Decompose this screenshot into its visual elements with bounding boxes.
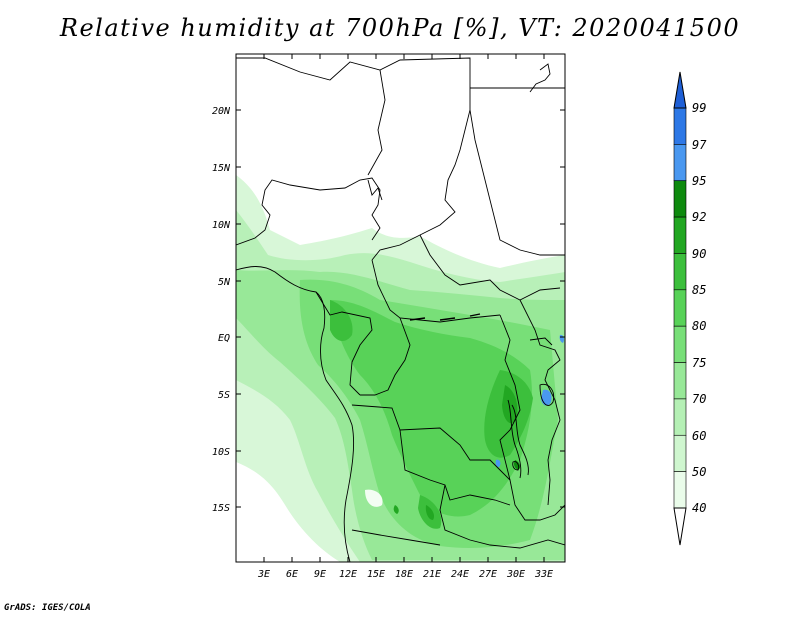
colorbar-labels: 99 97 95 92 90 85 80 75 70 60 50 40 — [692, 101, 707, 515]
colorbar-segment — [673, 216, 687, 254]
coastline — [236, 266, 355, 562]
lon-label: 3E — [257, 569, 270, 580]
border — [529, 337, 553, 346]
lon-label: 27E — [479, 569, 497, 580]
lake-border — [512, 461, 520, 471]
lon-label: 24E — [451, 569, 469, 580]
lon-label: 12E — [339, 569, 357, 580]
lat-label: 10N — [212, 220, 231, 231]
colorbar-label: 70 — [692, 392, 706, 406]
colorbar-label: 75 — [692, 356, 706, 370]
lon-label: 15E — [367, 569, 385, 580]
border — [399, 429, 511, 506]
border — [519, 299, 561, 506]
colorbar-label: 60 — [692, 429, 706, 443]
humidity-zone-92 — [425, 505, 435, 520]
lon-label: 18E — [395, 569, 413, 580]
colorbar-segment — [673, 471, 687, 509]
border — [367, 69, 386, 176]
map-panel: 20N 15N 10N 5N EQ 5S 10S 15S 3E 6E 9E — [212, 53, 566, 580]
border — [469, 109, 565, 256]
lon-label: 6E — [286, 569, 298, 580]
lat-label: EQ — [218, 333, 230, 344]
border — [360, 317, 411, 396]
dry-area — [236, 462, 340, 562]
longitude-axis — [263, 54, 545, 562]
colorbar-label: 95 — [692, 174, 706, 188]
border — [236, 177, 381, 246]
lat-label: 10S — [212, 447, 230, 458]
colorbar-label: 40 — [692, 501, 706, 515]
lake-border — [511, 404, 529, 476]
lat-label: 15N — [212, 163, 231, 174]
humidity-zone-92 — [393, 505, 399, 514]
lon-label: 33E — [534, 569, 553, 580]
latitude-labels: 20N 15N 10N 5N EQ 5S 10S 15S — [212, 106, 231, 514]
border — [351, 529, 441, 546]
humidity-zone-95 — [495, 459, 501, 467]
border — [419, 234, 561, 301]
border — [499, 314, 521, 481]
colorbar-label: 99 — [692, 101, 706, 115]
colorbar-segment — [673, 144, 687, 182]
colorbar-segment — [673, 362, 687, 400]
colorbar: 99 97 95 92 90 85 80 75 70 60 50 40 — [673, 71, 707, 546]
colorbar-label: 97 — [692, 138, 707, 152]
lat-label: 20N — [212, 106, 231, 117]
humidity-zone-90 — [330, 300, 353, 342]
lake-border — [507, 399, 522, 479]
dry-area — [365, 489, 383, 507]
colorbar-segment — [673, 434, 687, 472]
colorbar-top-arrow — [673, 71, 687, 109]
border — [351, 404, 565, 521]
border — [367, 179, 383, 201]
map-frame — [235, 53, 566, 563]
colorbar-segment — [673, 180, 687, 218]
border — [236, 57, 471, 261]
humidity-fill — [236, 175, 565, 562]
lat-label: 15S — [212, 503, 230, 514]
lon-label: 30E — [506, 569, 525, 580]
border — [529, 63, 551, 93]
map-title: Relative humidity at 700hPa [%], VT: 202… — [59, 14, 741, 42]
colorbar-segment — [673, 398, 687, 436]
longitude-labels: 3E 6E 9E 12E 15E 18E 21E 24E 27E 30E 33E — [257, 569, 553, 580]
grads-credit: GrADS: IGES/COLA — [4, 603, 91, 613]
lat-label: 5S — [218, 390, 230, 401]
lon-label: 9E — [314, 569, 326, 580]
border — [315, 291, 373, 396]
country-boundaries — [236, 57, 565, 562]
colorbar-label: 92 — [692, 210, 706, 224]
lake-border — [539, 383, 555, 406]
humidity-zone-92 — [502, 385, 518, 424]
colorbar-label: 80 — [692, 319, 706, 333]
colorbar-segment — [673, 289, 687, 327]
humidity-zone-85 — [330, 300, 532, 517]
lon-label: 21E — [423, 569, 441, 580]
colorbar-segment — [673, 325, 687, 363]
colorbar-segment — [673, 253, 687, 291]
colorbar-segments — [673, 107, 687, 509]
colorbar-label: 85 — [692, 283, 706, 297]
river — [409, 313, 481, 321]
colorbar-bottom-arrow — [673, 507, 687, 546]
lat-label: 5N — [218, 277, 231, 288]
colorbar-label: 50 — [692, 465, 706, 479]
border — [439, 484, 565, 549]
latitude-axis — [236, 109, 565, 508]
colorbar-label: 90 — [692, 247, 706, 261]
colorbar-segment — [673, 107, 687, 145]
border — [371, 259, 501, 323]
